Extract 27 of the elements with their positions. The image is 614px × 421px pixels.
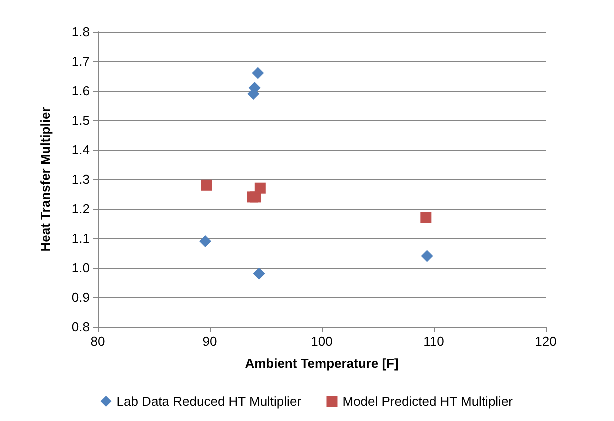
y-tick-label: 1.2: [72, 202, 90, 216]
point: [421, 250, 434, 262]
y-tick-label: 0.8: [72, 320, 90, 334]
legend-label: Model Predicted HT Multiplier: [342, 394, 514, 409]
y-tick-label: 1.3: [72, 172, 90, 187]
point: [201, 180, 212, 191]
point: [253, 268, 266, 280]
x-tick-label: 80: [90, 334, 106, 349]
point: [420, 212, 432, 224]
y-tick-label: 0.9: [72, 290, 90, 305]
x-tick-label: 110: [424, 334, 444, 349]
y-axis-title: Heat Transfer Multiplier: [38, 107, 53, 252]
legend-label: Lab Data Reduced HT Multiplier: [116, 394, 302, 409]
point: [200, 235, 212, 248]
point: [254, 182, 266, 194]
y-tick-label: 1.0: [72, 260, 90, 276]
x-tick-label: 90: [202, 334, 218, 349]
x-tick-label: 100: [311, 334, 333, 349]
y-tick-label: 1.1: [72, 231, 90, 246]
x-tick-label: 120: [535, 334, 557, 349]
point: [252, 67, 264, 80]
y-tick-label: 1.6: [72, 84, 90, 98]
x-axis-title: Ambient Temperature [F]: [245, 356, 399, 371]
y-tick-label: 1.4: [72, 142, 90, 158]
y-tick-label: 1.7: [72, 54, 90, 69]
y-tick-label: 1.8: [72, 24, 90, 40]
y-tick-label: 1.5: [72, 113, 90, 128]
